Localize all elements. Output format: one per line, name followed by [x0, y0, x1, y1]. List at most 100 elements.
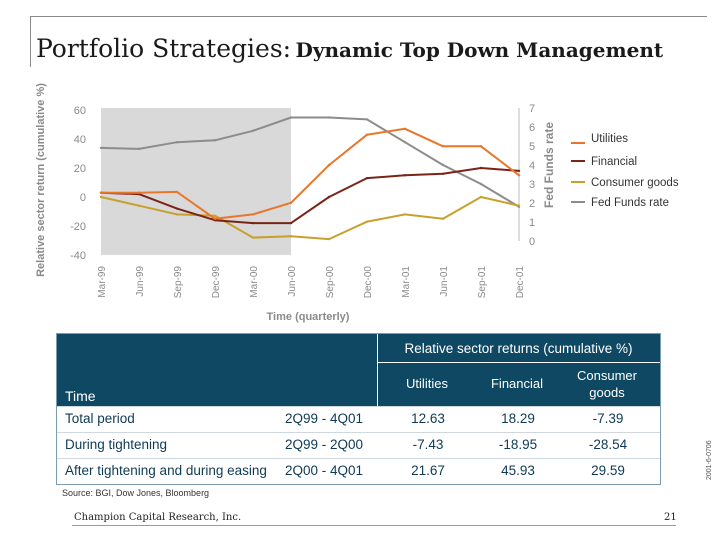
legend-label: Financial — [591, 156, 637, 168]
row-consumer: -28.54 — [588, 437, 628, 452]
x-tick-label: Dec-99 — [211, 266, 222, 299]
data-point — [441, 145, 445, 148]
data-point — [517, 169, 521, 173]
y-tick-label: 0 — [80, 192, 86, 204]
row-label: Total period — [65, 411, 135, 426]
table-row: Total period 2Q99 - 4Q01 12.63 18.29 -7.… — [57, 406, 660, 433]
y2-tick-label: 5 — [529, 141, 535, 153]
data-point — [327, 116, 331, 119]
data-point — [441, 163, 445, 167]
data-point — [365, 133, 369, 136]
x-axis-label: Time (quarterly) — [267, 311, 350, 323]
legend-label: Utilities — [591, 133, 628, 145]
data-point — [175, 190, 179, 194]
data-point — [137, 147, 141, 151]
header-divider-horizontal — [377, 362, 660, 363]
data-point — [327, 237, 331, 241]
row-financial: 45.93 — [501, 463, 535, 478]
data-point — [213, 214, 217, 218]
data-point — [137, 191, 141, 194]
data-point — [251, 129, 255, 132]
legend-label: Consumer goods — [591, 177, 679, 189]
data-point — [479, 145, 483, 148]
x-tick-label: Dec-01 — [515, 266, 526, 299]
data-point — [441, 217, 445, 220]
y-tick-label: 60 — [74, 105, 86, 117]
x-tick-label: Jun-01 — [439, 266, 450, 297]
data-point — [403, 127, 407, 131]
table-row: After tightening and during easing 2Q00 … — [57, 458, 660, 485]
y2-tick-label: 7 — [529, 103, 535, 115]
series-line-fed-funds-rate — [100, 116, 520, 208]
row-utilities: 12.63 — [411, 411, 445, 426]
row-range: 2Q99 - 4Q01 — [285, 411, 364, 426]
y-tick-label: -40 — [70, 250, 86, 262]
header-consumer-goods: Consumer goods — [577, 368, 637, 400]
header-time: Time — [65, 388, 96, 404]
data-point — [403, 141, 407, 144]
row-label: During tightening — [65, 437, 168, 452]
row-range: 2Q00 - 4Q01 — [285, 463, 364, 478]
x-tick-label: Jun-00 — [287, 266, 298, 297]
data-point — [365, 176, 369, 180]
row-utilities: -7.43 — [412, 437, 444, 452]
x-tick-label: Dec-00 — [363, 266, 374, 299]
series-line-utilities — [101, 127, 520, 220]
data-point — [365, 118, 369, 121]
title-frame — [30, 16, 707, 67]
data-point — [327, 163, 331, 167]
header-financial: Financial — [490, 376, 544, 391]
data-point — [289, 116, 293, 119]
data-point — [479, 166, 483, 170]
header-divider-vertical — [377, 334, 378, 406]
x-tick-label: Sep-00 — [325, 266, 336, 299]
data-point — [251, 236, 255, 239]
row-label: After tightening and during easing — [65, 463, 267, 478]
y2-tick-label: 1 — [529, 217, 535, 229]
returns-table: Relative sector returns (cumulative %) T… — [56, 333, 661, 485]
data-point — [517, 204, 521, 207]
page-number: 21 — [664, 512, 677, 523]
document-code: 2001-6-0706 — [706, 440, 713, 480]
data-point — [99, 191, 103, 194]
data-point — [403, 174, 407, 177]
y2-tick-label: 4 — [529, 160, 535, 172]
data-point — [175, 213, 179, 216]
data-point — [175, 141, 179, 144]
x-tick-label: Sep-01 — [477, 266, 488, 299]
x-tick-label: Mar-01 — [401, 266, 412, 298]
header-group-label: Relative sector returns (cumulative %) — [404, 341, 633, 356]
y2-tick-label: 6 — [529, 122, 535, 134]
y-axis-label: Relative sector return (cumulative %) — [35, 83, 47, 277]
data-point — [327, 195, 331, 199]
data-point — [99, 195, 103, 199]
data-point — [403, 213, 407, 216]
source-note: Source: BGI, Dow Jones, Bloomberg — [62, 488, 210, 498]
data-point — [213, 217, 217, 220]
x-tick-label: Mar-99 — [97, 266, 108, 298]
page-title: Portfolio Strategies: Dynamic Top Down M… — [36, 34, 663, 63]
data-point — [251, 221, 255, 225]
table-header: Relative sector returns (cumulative %) T… — [57, 334, 660, 406]
x-tick-label: Mar-00 — [249, 266, 260, 298]
data-point — [289, 234, 293, 238]
series-line-financial — [100, 167, 520, 225]
title-main: Portfolio Strategies: — [36, 34, 292, 63]
y-tick-label: 20 — [74, 163, 86, 175]
y-tick-label: 40 — [74, 134, 86, 146]
data-point — [289, 221, 293, 225]
table-row: During tightening 2Q99 - 2Q00 -7.43 -18.… — [57, 432, 660, 459]
footer-divider — [72, 525, 676, 526]
data-point — [479, 195, 483, 199]
data-point — [365, 220, 369, 223]
data-point — [137, 204, 141, 207]
data-point — [517, 174, 521, 177]
data-point — [175, 207, 179, 210]
x-tick-label: Jun-99 — [135, 266, 146, 297]
y2-tick-label: 3 — [529, 179, 535, 191]
footer-company: Champion Capital Research, Inc. — [74, 512, 242, 523]
row-financial: -18.95 — [498, 437, 538, 452]
y2-tick-label: 0 — [529, 236, 535, 248]
data-point — [441, 172, 445, 175]
sector-return-chart: 60 40 20 0 -20 -40 7 6 5 4 3 2 1 0 Mar-99 Jun-99 Sep-99 D… — [35, 83, 679, 323]
